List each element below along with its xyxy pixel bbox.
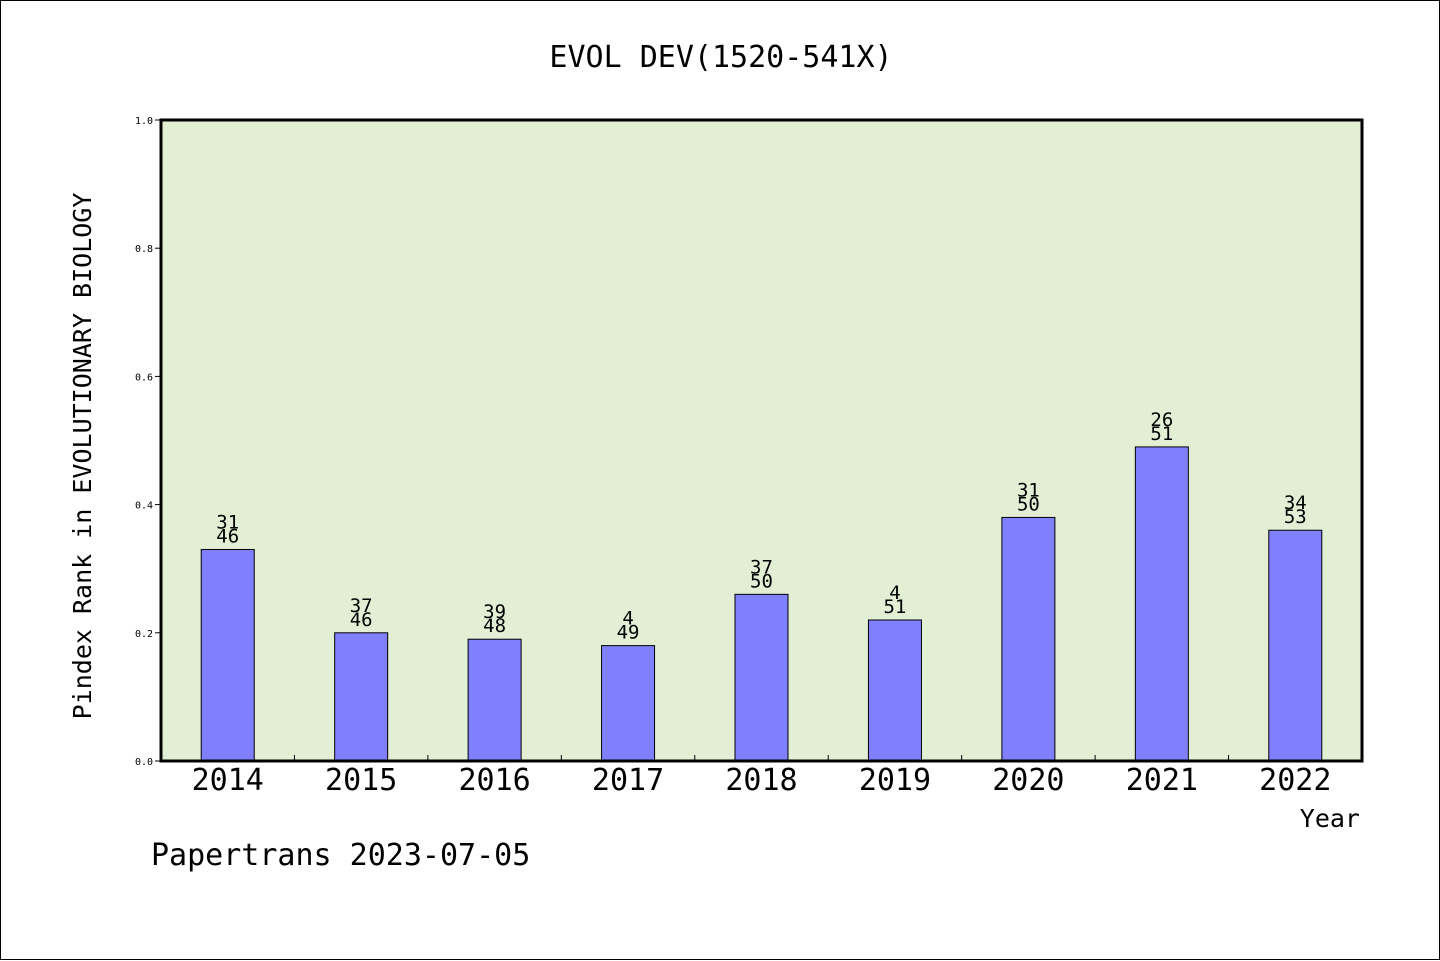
bar [867,619,922,762]
x-tick-label: 2020 [992,763,1064,798]
y-tick-label: 0.4 [135,501,153,512]
rank-label: 4 [622,608,633,630]
x-tick-label: 2014 [192,763,264,798]
total-label: 51 [1150,423,1173,445]
bar [601,645,656,762]
total-label: 51 [883,596,906,618]
x-tick-label: 2021 [1126,763,1198,798]
plot-border [159,118,1364,763]
bar [734,593,789,762]
x-tick-label: 2022 [1259,763,1331,798]
bar [1268,529,1323,762]
rank-label: 37 [750,556,773,578]
rank-label: 34 [1284,492,1307,514]
y-tick-label: 0.2 [135,629,153,640]
total-label: 48 [483,615,506,637]
total-label: 46 [350,609,373,631]
x-tick-label: 2017 [592,763,664,798]
x-axis-label: Year [1300,804,1360,833]
rank-label: 26 [1150,409,1173,431]
rank-label: 37 [350,595,373,617]
bar [1001,516,1056,762]
x-tick-label: 2018 [725,763,797,798]
bar [200,548,255,762]
x-labels-group: 2014 2015 2016 2017 2018 2019 2020 2021 2022 [192,763,1332,798]
x-tick-label: 2015 [325,763,397,798]
total-label: 50 [750,570,773,592]
y-tick-label: 0.8 [135,244,153,255]
chart-title: EVOL DEV(1520-541X) [549,40,892,75]
total-label: 49 [617,622,640,644]
y-tick-label: 0.0 [135,757,153,768]
rank-label: 39 [483,601,506,623]
y-axis-label: Pindex Rank in EVOLUTIONARY BIOLOGY [68,193,97,720]
x-tick-label: 2019 [859,763,931,798]
total-label: 50 [1017,493,1040,515]
total-label: 46 [216,525,239,547]
bar [334,632,389,762]
bars-group [200,446,1323,762]
rank-label: 31 [1017,479,1040,501]
bar [1134,446,1189,762]
footer-text: Papertrans 2023-07-05 [151,838,530,873]
y-tick-label: 0.6 [135,372,153,383]
total-label: 53 [1284,506,1307,528]
y-tick-label: 1.0 [135,116,153,127]
rank-label: 4 [889,582,900,604]
bar [467,638,522,762]
x-tick-label: 2016 [458,763,530,798]
rank-label: 31 [216,511,239,533]
